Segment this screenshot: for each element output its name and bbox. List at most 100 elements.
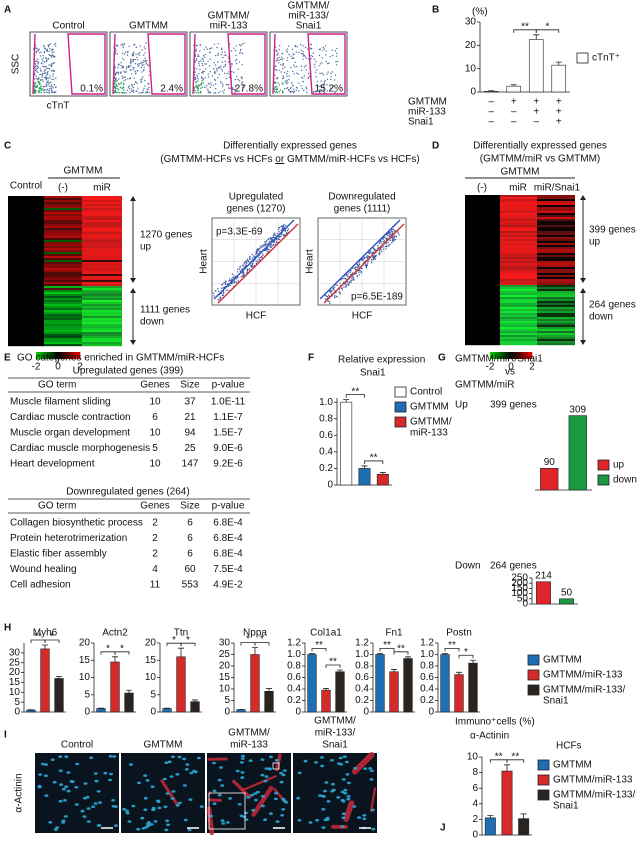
heatmap-cell [537,237,575,240]
flow-dot [330,87,332,89]
table-cell: 553 [182,580,199,591]
flow-dot [37,65,39,68]
heatmap-cell [44,218,82,221]
flow-dot [305,57,308,59]
flow-dot [134,72,137,75]
heatmap-cell [82,252,122,255]
flow-dot [51,48,53,50]
scatter-dot [251,264,254,266]
flow-dot [208,83,210,85]
flow-dot [52,55,54,58]
flow-dot [232,87,234,89]
flow-dot [292,85,294,87]
flow-dot [324,79,326,82]
scatter-dot [347,283,349,285]
chart-subtitle: 264 genes [490,561,537,572]
scatter-dot [246,268,248,270]
flow-dot [228,76,231,79]
heatmap-cell [82,300,122,303]
scatter-dot [347,276,349,278]
colorbar-cell [62,352,65,359]
flow-dot [230,50,232,52]
flow-dot [139,63,141,65]
heatmap-cell [82,290,122,293]
scatter-dot [328,301,331,303]
scatter-dot [351,277,353,280]
heatmap-cell [8,332,44,335]
heatmap-cell [537,311,575,314]
flow-dot [221,70,223,72]
colorbar-cell [36,352,39,359]
nucleus [362,814,367,817]
flow-dot [133,83,136,86]
flow-dot [322,88,325,91]
flow-dot [278,59,280,61]
row-sign: + [556,117,562,128]
flow-dot [147,63,149,66]
heatmap-cell [465,281,500,284]
heatmap-cell [537,331,575,334]
flow-dot [207,91,209,94]
flow-dot [123,59,125,61]
heatmap-cell [537,277,575,280]
heatmap-cell [44,228,82,231]
flow-dot [222,84,224,86]
heatmap-cell [44,244,82,247]
flow-dot [291,48,294,51]
heatmap-cell [500,287,537,290]
flow-dot [124,51,127,53]
flow-dot [276,50,278,53]
flow-dot [51,85,53,88]
heatmap-cell [44,304,82,307]
heatmap-cell [537,245,575,248]
scatter-dot [377,244,379,247]
scatter-dot [278,227,280,229]
colorbar-label: -2 [32,362,41,373]
flow-dot [55,91,57,93]
flow-dot [215,68,218,70]
nucleus [323,818,328,822]
heatmap-cell [500,263,537,266]
arrow-head [130,196,136,201]
panel-title: Differentially expressed genes [223,141,357,152]
scatter-dot [249,257,251,260]
heatmap-cell [465,337,500,340]
colorbar-label: 2 [77,362,83,373]
y-tick-label: 0.4 [420,684,434,695]
table-cell: 60 [184,564,196,575]
scatter-dot [365,256,367,259]
scatter-dot [345,283,347,285]
gate [227,33,266,95]
nucleus [175,773,180,776]
flow-dot [197,55,199,58]
colorbar-cell [515,352,518,359]
table-cell: 1.0E-11 [211,397,246,408]
heatmap-cell [465,321,500,324]
scatter-dot [394,229,396,231]
flow-dot [225,77,228,80]
significance: ** [34,632,42,643]
nucleus [187,828,192,832]
flow-dot [298,82,300,85]
heatmap-cell [8,262,44,265]
error-bar [442,652,448,655]
heatmap-cell [500,293,537,296]
plot-title: Downregulated [328,192,395,203]
y-tick-label: 1.0 [319,397,333,408]
scatter-dot [287,231,289,233]
scatter-dot [345,284,348,287]
axis-label: SSC [11,54,22,75]
row-sign: + [533,107,539,118]
y-tick-label: 20 [219,661,231,672]
scatter-dot [229,279,231,282]
heatmap-cell [537,269,575,272]
flow-dot [328,62,330,64]
nucleus [80,809,85,813]
flow-dot [275,69,277,71]
heatmap-cell [44,344,82,347]
heatmap-cell [465,205,500,208]
flow-dot [221,48,223,51]
value-label: 90 [544,457,556,468]
scatter-dot [241,268,243,270]
scatter-dot [267,238,269,240]
